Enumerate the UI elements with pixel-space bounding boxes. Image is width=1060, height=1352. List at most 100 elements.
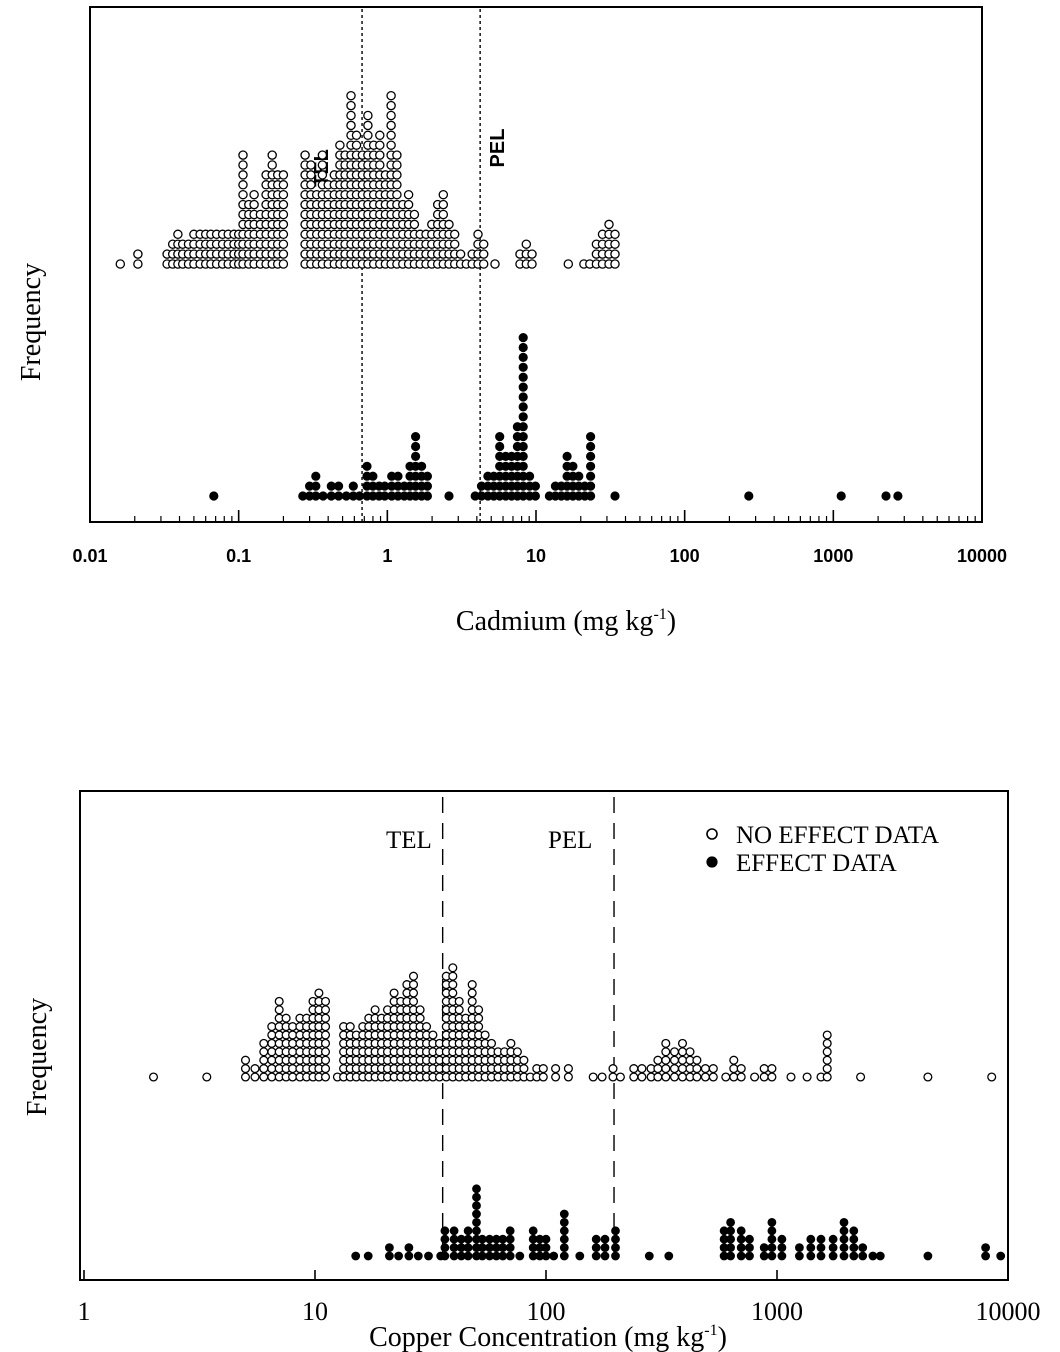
cadmium-effect-point xyxy=(525,471,535,481)
copper-no-effect-point xyxy=(467,988,477,998)
copper-no-effect-point xyxy=(408,988,419,998)
cadmium-no-effect-point xyxy=(363,110,373,121)
cadmium-x-tick-label: 1 xyxy=(382,546,392,566)
cadmium-effect-point xyxy=(444,491,454,501)
copper-effect-point xyxy=(600,1234,610,1244)
copper-effect-point xyxy=(528,1226,538,1236)
copper-no-effect-point xyxy=(767,1064,777,1074)
copper-no-effect-point xyxy=(822,1072,832,1082)
cadmium-no-effect-point xyxy=(438,199,449,210)
copper-no-effect-point xyxy=(661,1047,671,1057)
cadmium-no-effect-point xyxy=(604,219,614,230)
copper-no-effect-point xyxy=(669,1072,680,1082)
copper-no-effect-point xyxy=(320,1055,331,1065)
copper-effect-point xyxy=(463,1243,473,1252)
cadmium-no-effect-point xyxy=(267,160,277,170)
cadmium-effect-point xyxy=(495,432,505,442)
cadmium-effect-point xyxy=(422,471,432,481)
copper-effect-point xyxy=(777,1251,787,1261)
copper-effect-point xyxy=(498,1251,508,1261)
cadmium-no-effect-point xyxy=(115,259,126,269)
cadmium-effect-point xyxy=(586,451,596,461)
copper-effect-point xyxy=(394,1251,404,1261)
cadmium-no-effect-point xyxy=(375,140,385,150)
copper-effect-point xyxy=(806,1251,816,1261)
copper-no-effect-point xyxy=(759,1064,769,1074)
cadmium-no-effect-point xyxy=(455,249,466,259)
copper-no-effect-point xyxy=(685,1047,695,1057)
cadmium-x-tick-label: 0.1 xyxy=(226,546,251,566)
copper-effect-point xyxy=(767,1243,777,1252)
cadmium-no-effect-point xyxy=(386,110,396,121)
copper-effect-point xyxy=(440,1234,450,1244)
copper-effect-point xyxy=(726,1243,735,1252)
cadmium-x-axis-label: Cadmium (mg kg-1) xyxy=(456,606,676,637)
cadmium-x-tick-labels: 0.01 0.1 1 10 100 1000 10000 xyxy=(72,546,1007,566)
copper-effect-point xyxy=(839,1243,849,1252)
copper-no-effect-point xyxy=(563,1072,573,1082)
copper-effect-point xyxy=(413,1251,423,1261)
cadmium-effect-point xyxy=(518,432,528,442)
copper-no-effect-point xyxy=(729,1055,739,1065)
copper-no-effect-point xyxy=(637,1064,647,1074)
copper-effect-point xyxy=(463,1234,473,1244)
copper-effect-point xyxy=(611,1226,620,1236)
cadmium-x-tick-label: 100 xyxy=(670,546,700,566)
copper-effect-point xyxy=(559,1243,569,1252)
copper-effect-point xyxy=(600,1251,610,1261)
copper-effect-point xyxy=(472,1209,481,1219)
copper-no-effect-point xyxy=(370,1005,380,1015)
cadmium-no-effect-point xyxy=(375,150,385,160)
copper-effect-point xyxy=(839,1226,849,1236)
cadmium-effect-point xyxy=(334,491,344,501)
cadmium-no-effect-point xyxy=(306,160,316,170)
cadmium-no-effect-point xyxy=(133,249,143,259)
cadmium-no-effect-point xyxy=(444,219,454,230)
copper-effect-point xyxy=(515,1251,525,1261)
copper-effect-point xyxy=(541,1243,551,1252)
cadmium-no-effect-point xyxy=(278,249,289,259)
copper-no-effect-point xyxy=(538,1064,548,1074)
cadmium-effect-point xyxy=(518,372,528,382)
copper-no-effect-point xyxy=(729,1064,739,1074)
copper-effect-point xyxy=(736,1234,746,1244)
copper-no-effect-point xyxy=(259,1055,269,1065)
copper-effect-point xyxy=(849,1226,859,1236)
cadmium-no-effect-point xyxy=(392,160,402,170)
copper-no-effect-point xyxy=(692,1055,702,1065)
copper-no-effect-point xyxy=(486,1038,497,1048)
copper-effect-point xyxy=(828,1243,838,1252)
copper-effect-point xyxy=(664,1251,674,1261)
copper-x-tick-label: 10 xyxy=(302,1297,328,1326)
cadmium-no-effect-point xyxy=(278,209,289,220)
copper-effect-point xyxy=(996,1251,1006,1261)
cadmium-no-effect-point xyxy=(478,259,489,269)
copper-no-effect-point xyxy=(240,1064,251,1074)
copper-effect-point xyxy=(726,1226,735,1236)
copper-effect-point xyxy=(477,1251,487,1261)
copper-no-effect-point xyxy=(267,1055,277,1065)
copper-effect-point xyxy=(505,1243,515,1252)
copper-effect-point xyxy=(611,1243,620,1252)
copper-no-effect-point xyxy=(519,1064,529,1074)
copper-no-effect-point xyxy=(408,996,419,1006)
copper-effect-point xyxy=(923,1251,933,1261)
cadmium-no-effect-point xyxy=(278,199,289,210)
copper-x-tick-label: 100 xyxy=(527,1297,566,1326)
copper-effect-point xyxy=(839,1234,849,1244)
copper-effect-point xyxy=(498,1243,508,1252)
cadmium-effect-point xyxy=(518,461,528,471)
copper-x-tick-label: 10000 xyxy=(976,1297,1041,1326)
copper-no-effect-point xyxy=(288,1022,298,1032)
cadmium-no-effect-point xyxy=(563,259,574,269)
cadmium-no-effect-point xyxy=(238,170,248,180)
copper-no-effect-point xyxy=(822,1055,832,1065)
cadmium-no-effect-point xyxy=(386,90,396,101)
cadmium-no-effect-point xyxy=(610,239,620,249)
copper-x-tick-label: 1 xyxy=(78,1297,91,1326)
copper-no-effect-point xyxy=(677,1072,688,1082)
cadmium-no-effect-point xyxy=(346,110,356,121)
copper-panel: TEL PEL 1 10 100 1000 10000 NO EFFECT DATA EF… xyxy=(22,790,1041,1352)
copper-no-effect-point xyxy=(428,1030,438,1040)
